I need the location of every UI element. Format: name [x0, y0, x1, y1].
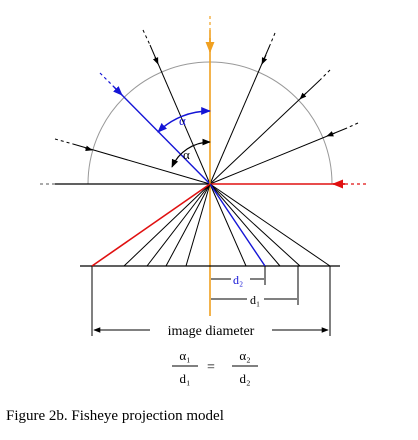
incoming-ray-arrow: [261, 54, 268, 65]
incoming-ray-dashes-right: [269, 32, 359, 129]
blue-refracted-ray: [209, 183, 266, 267]
alpha-blue-label: α: [179, 113, 186, 128]
formula-alpha1: α₁: [179, 348, 190, 363]
refracted-rays: [123, 183, 331, 267]
red-refracted-ray: [91, 183, 211, 267]
refracted-ray: [146, 183, 211, 267]
incoming-ray: [209, 44, 271, 185]
formula-equals: =: [207, 360, 215, 375]
d2-label: d₂: [233, 273, 243, 287]
incoming-ray: [209, 127, 348, 185]
alpha-blue-arc: [157, 106, 211, 133]
image-diameter-label: image diameter: [168, 324, 255, 339]
refracted-ray: [123, 183, 211, 267]
refracted-ray: [209, 183, 247, 267]
incoming-ray-arrow: [299, 92, 307, 100]
fisheye-projection-diagram: α α d₂ d₁ image diameter α₁ d₁ = α₂ d₂: [40, 16, 368, 386]
refracted-ray: [209, 183, 331, 267]
incoming-rays-right: [209, 44, 348, 185]
formula-alpha2: α₂: [239, 348, 250, 363]
ratio-formula: α₁ d₁ = α₂ d₂: [172, 348, 258, 386]
incoming-ray-arrow: [152, 56, 159, 65]
alpha-black-arc: [171, 138, 211, 168]
incoming-ray-dashes-left: [54, 29, 151, 145]
incoming-ray-arrow: [326, 131, 336, 137]
formula-d1: d₁: [179, 371, 190, 386]
incoming-ray-arrow: [84, 145, 93, 151]
refracted-ray: [185, 183, 211, 267]
alpha-black-label: α: [183, 147, 190, 162]
refracted-ray: [209, 183, 281, 267]
formula-d2: d₂: [239, 371, 250, 386]
incoming-ray: [72, 143, 211, 185]
refracted-ray: [165, 183, 211, 267]
blue-ray-arrow: [112, 85, 123, 96]
figure-caption: Figure 2b. Fisheye projection model: [6, 408, 224, 424]
refracted-ray: [209, 183, 301, 267]
blue-incoming-ray: [116, 89, 211, 185]
d1-label: d₁: [250, 293, 260, 307]
